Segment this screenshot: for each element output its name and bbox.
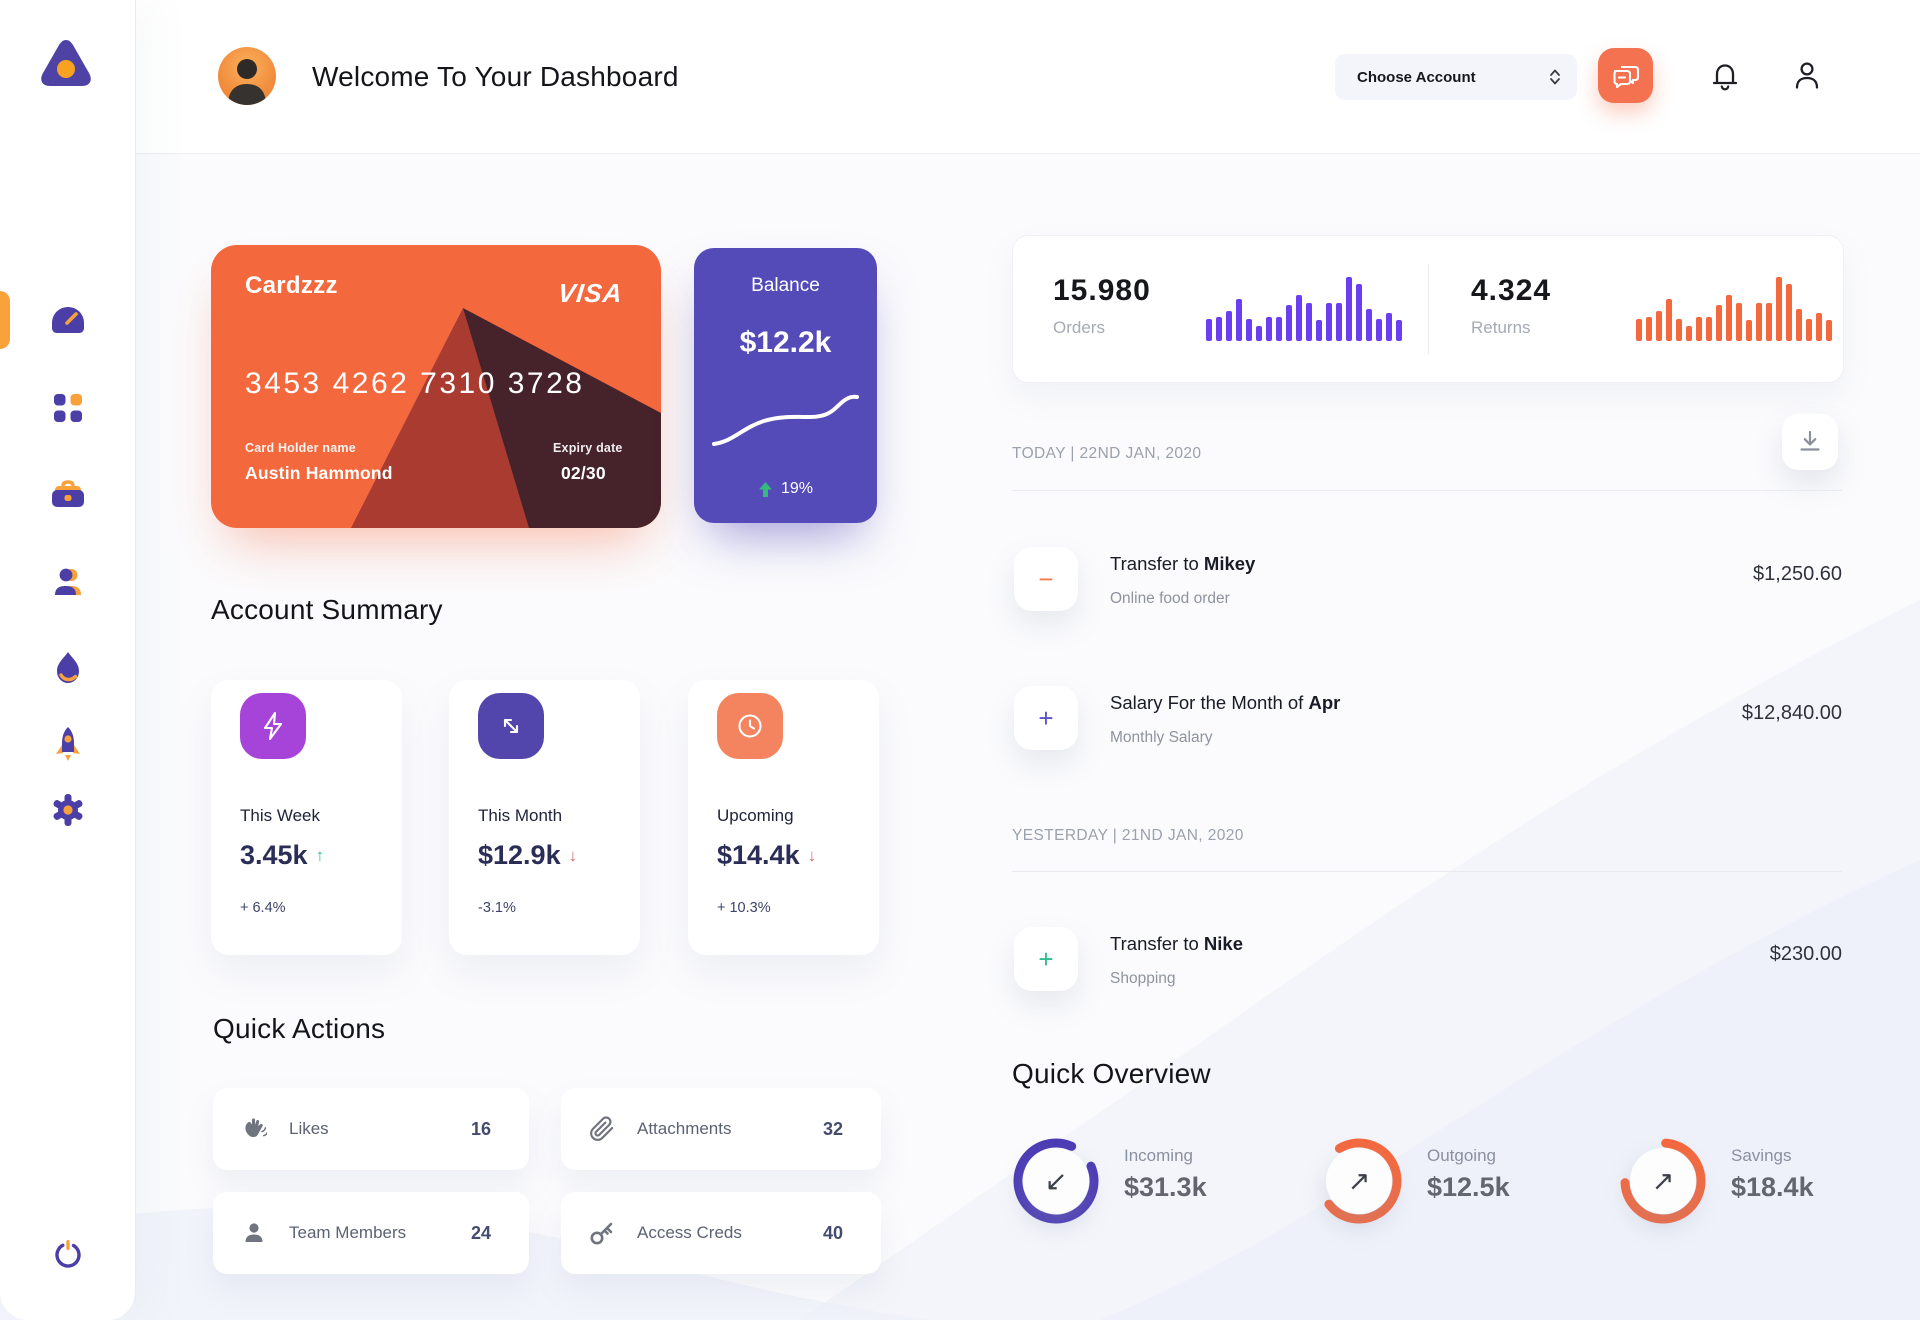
account-summary-heading: Account Summary — [211, 594, 443, 625]
profile-button[interactable] — [1789, 58, 1825, 94]
sidebar — [0, 0, 136, 1320]
person-icon — [53, 567, 83, 597]
grid-icon — [53, 394, 82, 422]
active-nav-indicator — [0, 291, 10, 349]
arrow-down-left-icon: ↙ — [1044, 1165, 1068, 1196]
power-icon — [53, 1239, 83, 1269]
bell-icon — [1709, 59, 1741, 93]
incoming-ring: ↙ — [1012, 1137, 1100, 1225]
clap-hand-icon — [241, 1116, 267, 1142]
sidebar-item-launch[interactable] — [0, 722, 135, 766]
quick-actions-heading: Quick Actions — [213, 1013, 386, 1044]
expiry-date: 02/30 — [561, 463, 606, 483]
briefcase-icon — [51, 479, 84, 509]
balance-card: Balance $12.2k 19% — [694, 248, 877, 523]
income-icon: + — [1014, 686, 1078, 750]
key-icon — [589, 1220, 615, 1246]
paperclip-icon — [589, 1116, 615, 1142]
speedometer-icon — [50, 305, 86, 335]
download-icon — [1797, 429, 1823, 455]
rocket-icon — [54, 727, 82, 761]
logout-button[interactable] — [0, 1232, 135, 1276]
balance-change: 19% — [694, 480, 877, 498]
sidebar-item-people[interactable] — [0, 560, 135, 604]
transaction-row-nike[interactable]: + Transfer to Nike Shopping $230.00 — [1012, 927, 1842, 997]
balance-value: $12.2k — [739, 326, 832, 359]
divider — [1012, 871, 1842, 872]
returns-label: Returns — [1471, 318, 1531, 337]
summary-card-this-month: This Month $12.9k ↓ -3.1% — [449, 680, 640, 955]
visa-logo: VISA — [556, 278, 625, 308]
card-holder-name: Austin Hammond — [245, 463, 393, 483]
app-logo[interactable] — [36, 36, 96, 94]
gear-icon — [52, 794, 84, 826]
chevron-updown-icon — [1549, 69, 1561, 85]
transaction-row-mikey[interactable]: − Transfer to Mikey Online food order $1… — [1012, 547, 1842, 617]
summary-card-upcoming: Upcoming $14.4k ↓ + 10.3% — [688, 680, 879, 955]
divider — [1012, 490, 1842, 491]
top-bar: Welcome To Your Dashboard Choose Account — [135, 0, 1920, 154]
card-number: 3453 4262 7310 3728 — [245, 367, 585, 400]
transaction-amount: $230.00 — [1769, 943, 1842, 965]
credit-card-art — [351, 308, 661, 528]
card-holder-label: Card Holder name — [245, 441, 356, 455]
orders-bar-chart — [1206, 277, 1402, 341]
transaction-amount: $12,840.00 — [1741, 702, 1842, 724]
card-nickname: Cardzzz — [245, 272, 338, 299]
sidebar-item-trending[interactable] — [0, 646, 135, 690]
account-select[interactable]: Choose Account — [1335, 54, 1577, 100]
date-header-today: TODAY | 22ND JAN, 2020 — [1012, 445, 1202, 462]
sidebar-item-apps[interactable] — [0, 386, 135, 430]
returns-value: 4.324 — [1471, 274, 1552, 307]
chat-bubbles-icon — [1611, 62, 1641, 90]
balance-label: Balance — [751, 275, 820, 296]
quick-overview-heading: Quick Overview — [1012, 1058, 1211, 1089]
sidebar-item-dashboard[interactable] — [0, 298, 135, 342]
chat-button[interactable] — [1598, 48, 1653, 103]
user-avatar[interactable] — [218, 47, 276, 105]
quick-action-attachments[interactable]: Attachments 32 — [561, 1088, 881, 1170]
trend-arrow: ↑ — [315, 845, 325, 865]
expense-icon: − — [1014, 547, 1078, 611]
person-outline-icon — [1791, 59, 1823, 93]
returns-bar-chart — [1636, 277, 1832, 341]
expiry-label: Expiry date — [553, 441, 623, 455]
divider — [1428, 264, 1429, 354]
orders-value: 15.980 — [1053, 274, 1151, 307]
sidebar-item-work[interactable] — [0, 472, 135, 516]
quick-action-access-creds[interactable]: Access Creds 40 — [561, 1192, 881, 1274]
page-title: Welcome To Your Dashboard — [312, 60, 679, 92]
person-solid-icon — [241, 1220, 267, 1246]
trend-arrow: ↓ — [568, 845, 578, 865]
trend-up-icon — [758, 481, 772, 497]
lightning-icon — [240, 693, 306, 759]
notifications-button[interactable] — [1707, 58, 1743, 94]
savings-ring: ↗ — [1619, 1137, 1707, 1225]
arrow-up-right-icon: ↗ — [1651, 1165, 1675, 1196]
orders-returns-card: 15.980 Orders 4.324 Returns — [1012, 235, 1844, 383]
transaction-row-salary[interactable]: + Salary For the Month of Apr Monthly Sa… — [1012, 686, 1842, 756]
balance-sparkline — [712, 394, 859, 446]
sidebar-item-settings[interactable] — [0, 788, 135, 832]
account-select-label: Choose Account — [1357, 68, 1476, 86]
arrow-up-right-icon: ↗ — [1347, 1165, 1371, 1196]
clock-icon — [717, 693, 783, 759]
download-button[interactable] — [1782, 414, 1838, 470]
diagonal-arrows-icon — [478, 693, 544, 759]
date-header-yesterday: YESTERDAY | 21ND JAN, 2020 — [1012, 827, 1244, 844]
orders-label: Orders — [1053, 318, 1105, 337]
quick-action-likes[interactable]: Likes 16 — [213, 1088, 529, 1170]
trend-arrow: ↓ — [807, 845, 817, 865]
summary-card-this-week: This Week 3.45k ↑ + 6.4% — [211, 680, 402, 955]
quick-action-team-members[interactable]: Team Members 24 — [213, 1192, 529, 1274]
income-icon: + — [1014, 927, 1078, 991]
flame-icon — [54, 652, 82, 684]
transaction-amount: $1,250.60 — [1753, 563, 1842, 585]
credit-card: Cardzzz VISA 3453 4262 7310 3728 Card Ho… — [211, 245, 661, 528]
outgoing-ring: ↗ — [1315, 1137, 1403, 1225]
